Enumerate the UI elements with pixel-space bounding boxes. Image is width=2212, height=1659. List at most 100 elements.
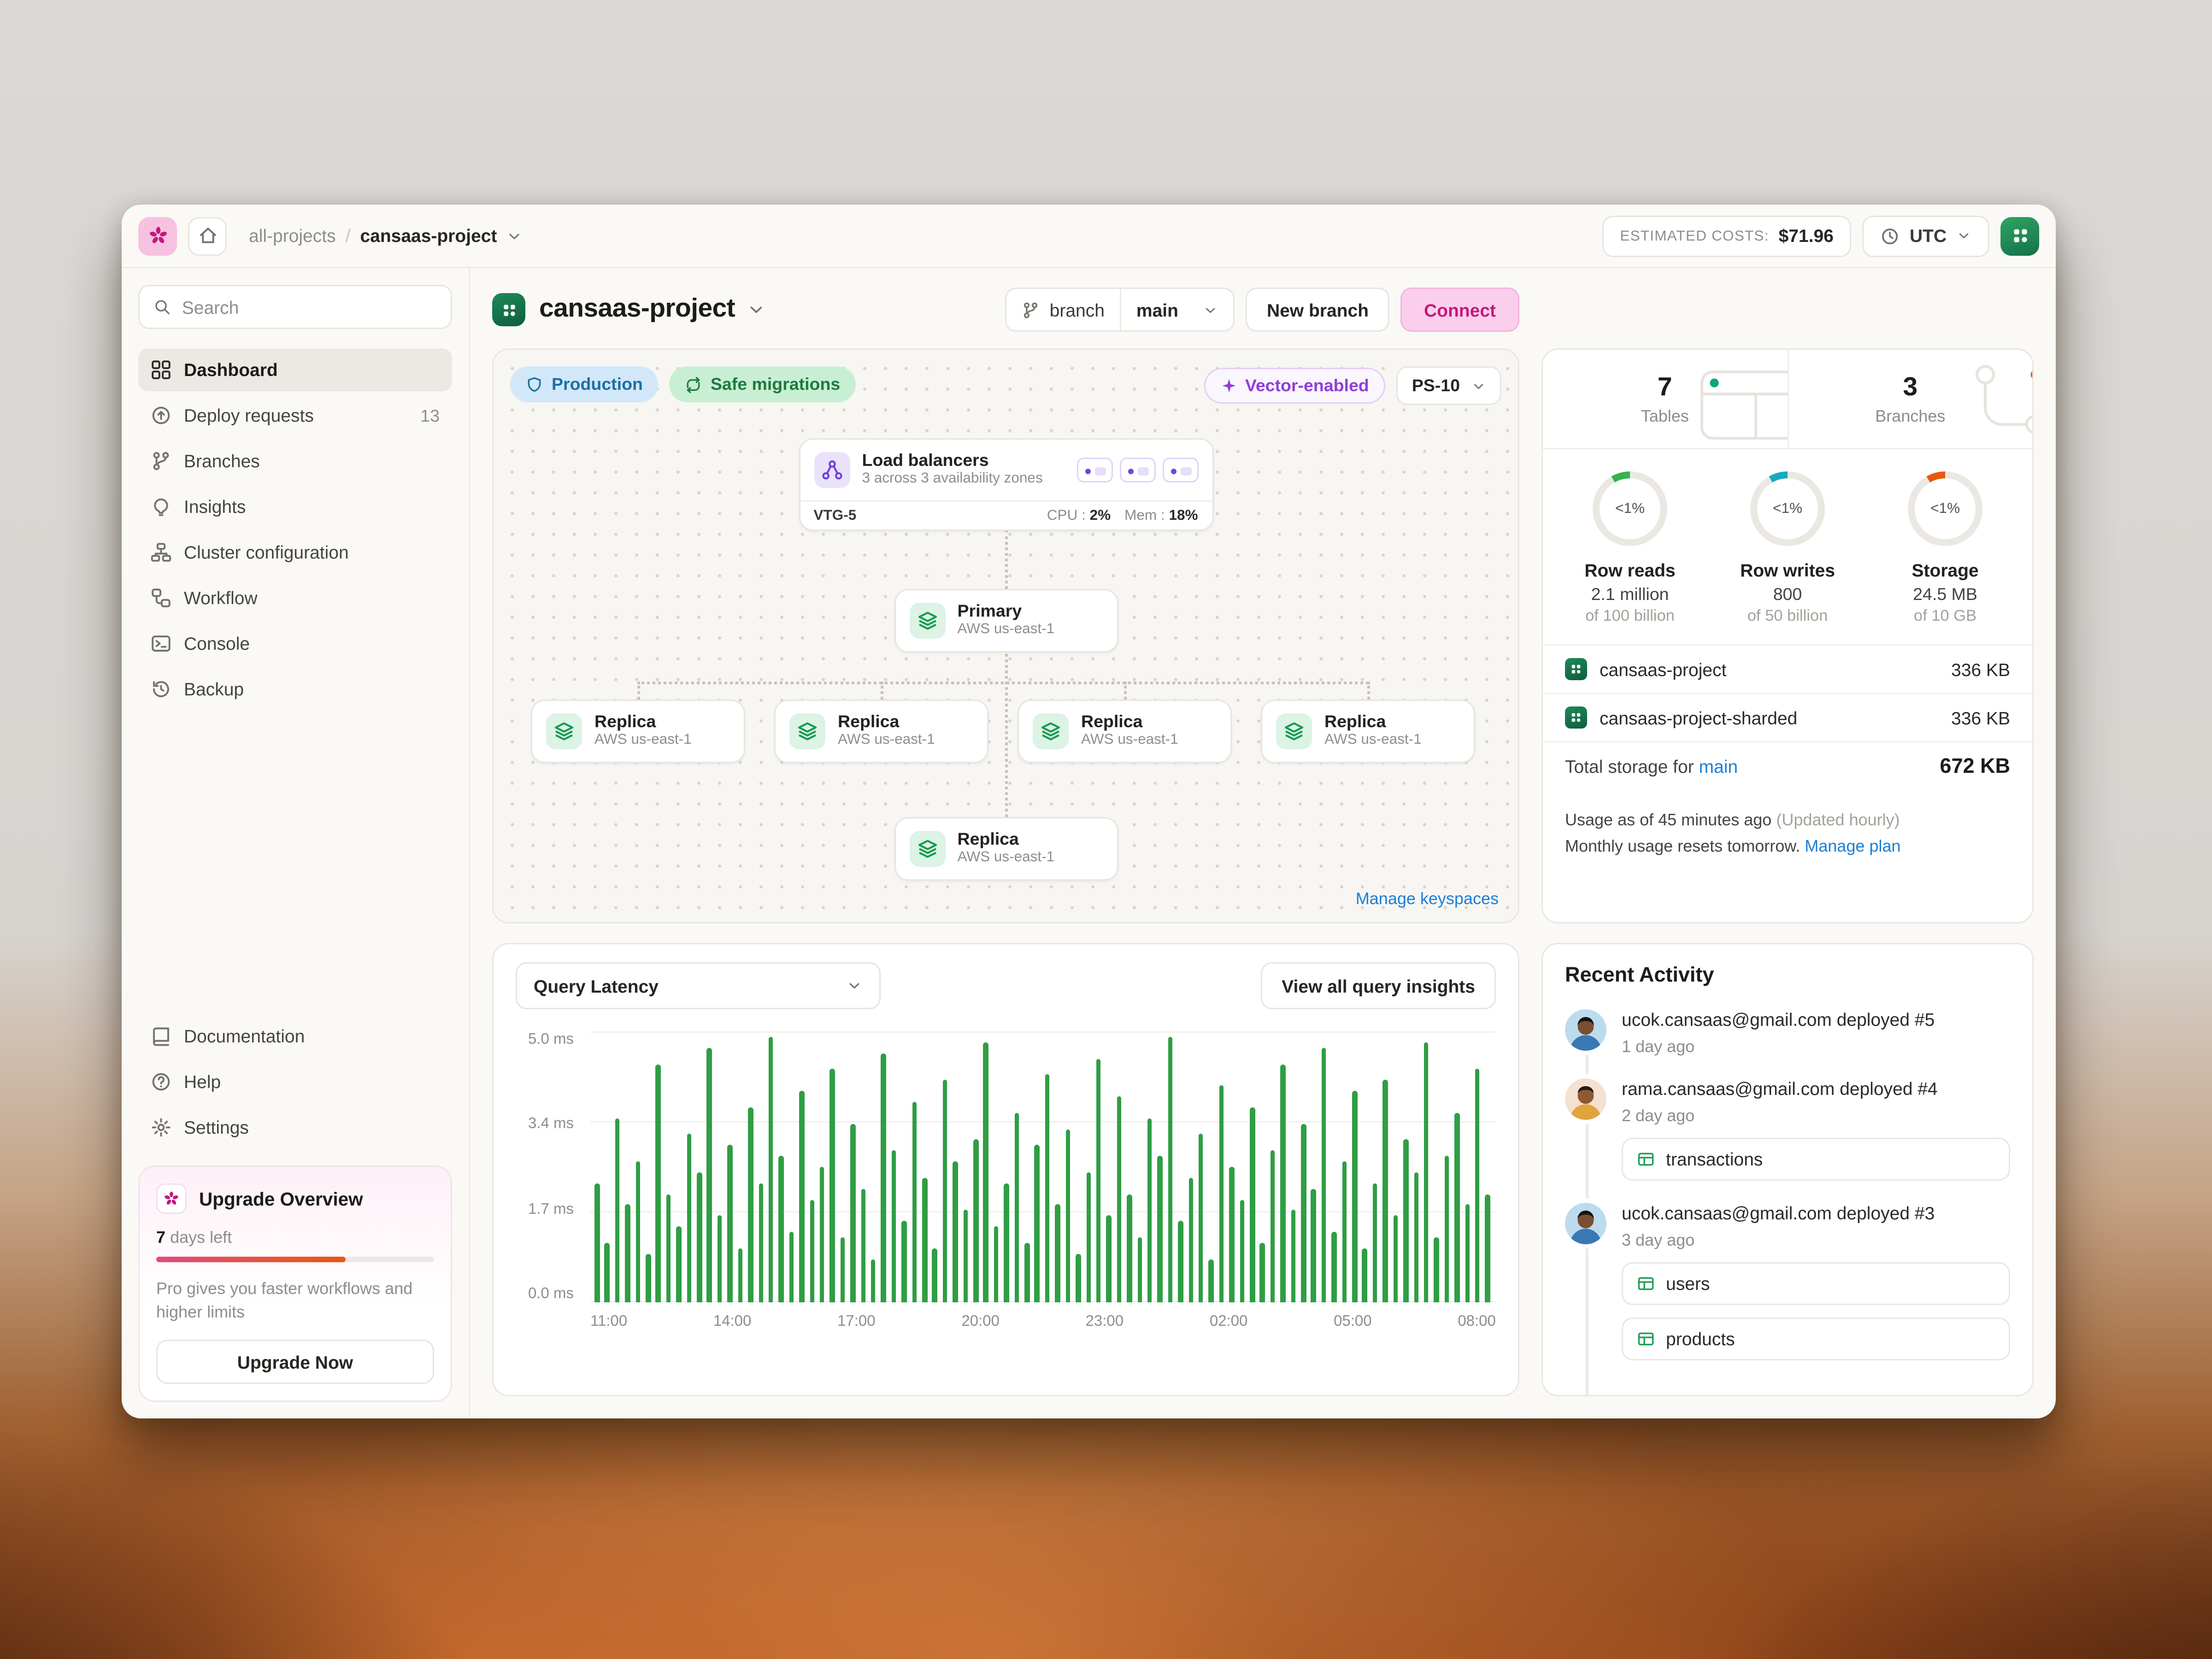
breadcrumb[interactable]: all-projects / cansaas-project bbox=[249, 225, 523, 246]
latency-bar bbox=[768, 1036, 774, 1302]
search-icon bbox=[155, 300, 170, 314]
breadcrumb-current[interactable]: cansaas-project bbox=[360, 225, 497, 246]
replica-node[interactable]: Replica AWS us-east-1 bbox=[774, 700, 988, 763]
app-window: all-projects / cansaas-project ESTIMATED… bbox=[122, 205, 2056, 1418]
breadcrumb-parent[interactable]: all-projects bbox=[249, 225, 336, 246]
timezone-selector[interactable]: UTC bbox=[1862, 215, 1989, 257]
manage-plan-link[interactable]: Manage plan bbox=[1805, 835, 1901, 855]
sidebar-item-branches[interactable]: Branches bbox=[138, 440, 452, 482]
replica-node[interactable]: Replica AWS us-east-1 bbox=[1018, 700, 1232, 763]
latency-bar bbox=[727, 1145, 733, 1302]
help-icon bbox=[151, 1072, 171, 1093]
sidebar-item-dashboard[interactable]: Dashboard bbox=[138, 348, 452, 391]
flower-logo-icon bbox=[149, 227, 166, 243]
table-icon bbox=[1638, 1152, 1654, 1165]
upgrade-title: Upgrade Overview bbox=[199, 1188, 363, 1210]
manage-keyspaces-link[interactable]: Manage keyspaces bbox=[1355, 889, 1499, 908]
activity-item[interactable]: ucok.cansaas@gmail.com deployed #5 1 day… bbox=[1565, 1009, 2010, 1056]
table-chip[interactable]: products bbox=[1622, 1317, 2010, 1360]
az-box bbox=[1119, 457, 1155, 482]
search-box[interactable] bbox=[138, 285, 452, 329]
replica-node[interactable]: Replica AWS us-east-1 bbox=[894, 817, 1118, 880]
usage-gauges: <1% Row reads 2.1 million of 100 billion… bbox=[1543, 449, 2032, 628]
window-body: Dashboard Deploy requests 13 Branches In… bbox=[122, 268, 2056, 1418]
gauge-ring: <1% bbox=[1593, 471, 1667, 546]
organization-avatar[interactable] bbox=[2000, 216, 2039, 255]
storage-gauge: <1% Storage 24.5 MB of 10 GB bbox=[1866, 471, 2024, 625]
cpu-label: CPU : bbox=[1047, 506, 1086, 524]
chevron-down-icon[interactable] bbox=[746, 300, 765, 319]
sidebar-item-console[interactable]: Console bbox=[138, 622, 452, 665]
activity-item[interactable]: ucok.cansaas@gmail.com deployed #3 3 day… bbox=[1565, 1202, 2010, 1360]
latency-bar bbox=[646, 1253, 651, 1302]
connect-button[interactable]: Connect bbox=[1400, 288, 1519, 332]
latency-metric-select[interactable]: Query Latency bbox=[516, 962, 881, 1009]
replica-node[interactable]: Replica AWS us-east-1 bbox=[1261, 700, 1475, 763]
deploy-icon bbox=[151, 405, 171, 426]
latency-bar bbox=[1014, 1112, 1019, 1302]
new-branch-button[interactable]: New branch bbox=[1246, 288, 1389, 332]
sidebar-item-workflow[interactable]: Workflow bbox=[138, 577, 452, 619]
upgrade-progress-fill bbox=[156, 1257, 346, 1263]
availability-zone-boxes bbox=[1076, 457, 1198, 482]
sparkle-icon bbox=[1222, 379, 1235, 393]
estimated-costs-label: ESTIMATED COSTS: bbox=[1620, 227, 1769, 244]
latency-bar bbox=[973, 1140, 978, 1302]
usage-reset-note: Monthly usage resets tomorrow. bbox=[1565, 835, 1800, 855]
total-storage-branch-link[interactable]: main bbox=[1699, 756, 1738, 777]
network-icon bbox=[821, 460, 842, 479]
latency-bar bbox=[1076, 1253, 1081, 1302]
app-logo[interactable] bbox=[138, 216, 177, 255]
sidebar-item-deploy-requests[interactable]: Deploy requests 13 bbox=[138, 394, 452, 437]
load-balancer-icon bbox=[813, 452, 850, 488]
latency-bar bbox=[1311, 1188, 1316, 1302]
upgrade-progress-track bbox=[156, 1257, 434, 1263]
home-button[interactable] bbox=[188, 216, 227, 255]
load-balancers-node[interactable]: Load balancers 3 across 3 availability z… bbox=[798, 438, 1213, 530]
sidebar-item-insights[interactable]: Insights bbox=[138, 485, 452, 528]
keyspace-size: 336 KB bbox=[1951, 707, 2010, 728]
latency-bar bbox=[1280, 1064, 1286, 1302]
search-input[interactable] bbox=[182, 296, 437, 318]
activity-text: ucok.cansaas@gmail.com deployed #3 bbox=[1622, 1202, 1935, 1224]
latency-bar bbox=[1086, 1172, 1091, 1302]
storage-row[interactable]: cansaas-project 336 KB bbox=[1543, 644, 2032, 693]
latency-bar bbox=[1127, 1194, 1132, 1302]
tables-summary[interactable]: 7 Tables bbox=[1543, 350, 1788, 448]
latency-bar bbox=[1290, 1210, 1296, 1302]
primary-node[interactable]: Primary AWS us-east-1 bbox=[894, 589, 1118, 652]
branches-summary[interactable]: 3 Branches bbox=[1788, 350, 2032, 448]
replica-node[interactable]: Replica AWS us-east-1 bbox=[531, 700, 745, 763]
sidebar-item-backup[interactable]: Backup bbox=[138, 668, 452, 711]
sidebar-item-help[interactable]: Help bbox=[138, 1061, 452, 1104]
latency-bar bbox=[819, 1167, 825, 1302]
usage-card: 7 Tables 3 Branches bbox=[1541, 348, 2034, 924]
latency-bar bbox=[1106, 1215, 1112, 1302]
sidebar-item-settings[interactable]: Settings bbox=[138, 1106, 452, 1149]
connector-stub bbox=[881, 682, 883, 700]
y-axis: 5.0 ms 3.4 ms 1.7 ms 0.0 ms bbox=[516, 1031, 579, 1302]
latency-bar bbox=[963, 1210, 968, 1302]
cluster-size-value: PS-10 bbox=[1412, 376, 1460, 395]
replica-title: Replica bbox=[957, 830, 1019, 849]
book-icon bbox=[151, 1026, 171, 1047]
activity-item[interactable]: rama.cansaas@gmail.com deployed #4 2 day… bbox=[1565, 1078, 2010, 1181]
latency-bar bbox=[1219, 1085, 1224, 1302]
branch-value-dropdown[interactable]: main bbox=[1119, 289, 1234, 330]
storage-row[interactable]: cansaas-project-sharded 336 KB bbox=[1543, 693, 2032, 741]
sidebar-item-cluster-configuration[interactable]: Cluster configuration bbox=[138, 531, 452, 574]
topbar-right: ESTIMATED COSTS: $71.96 UTC bbox=[1602, 215, 2039, 257]
layers-icon bbox=[918, 611, 936, 629]
clock-icon bbox=[1882, 228, 1898, 244]
table-chip-label: users bbox=[1666, 1273, 1710, 1294]
table-chip[interactable]: users bbox=[1622, 1262, 2010, 1305]
branch-selector[interactable]: branch main bbox=[1005, 288, 1235, 332]
cluster-size-dropdown[interactable]: PS-10 bbox=[1396, 366, 1501, 405]
upgrade-now-button[interactable]: Upgrade Now bbox=[156, 1340, 434, 1384]
view-all-query-insights-button[interactable]: View all query insights bbox=[1261, 962, 1496, 1009]
sidebar-item-documentation[interactable]: Documentation bbox=[138, 1015, 452, 1058]
latency-bar bbox=[1158, 1156, 1163, 1302]
topbar: all-projects / cansaas-project ESTIMATED… bbox=[122, 205, 2056, 268]
table-chip[interactable]: transactions bbox=[1622, 1137, 2010, 1181]
y-tick: 0.0 ms bbox=[528, 1285, 574, 1302]
